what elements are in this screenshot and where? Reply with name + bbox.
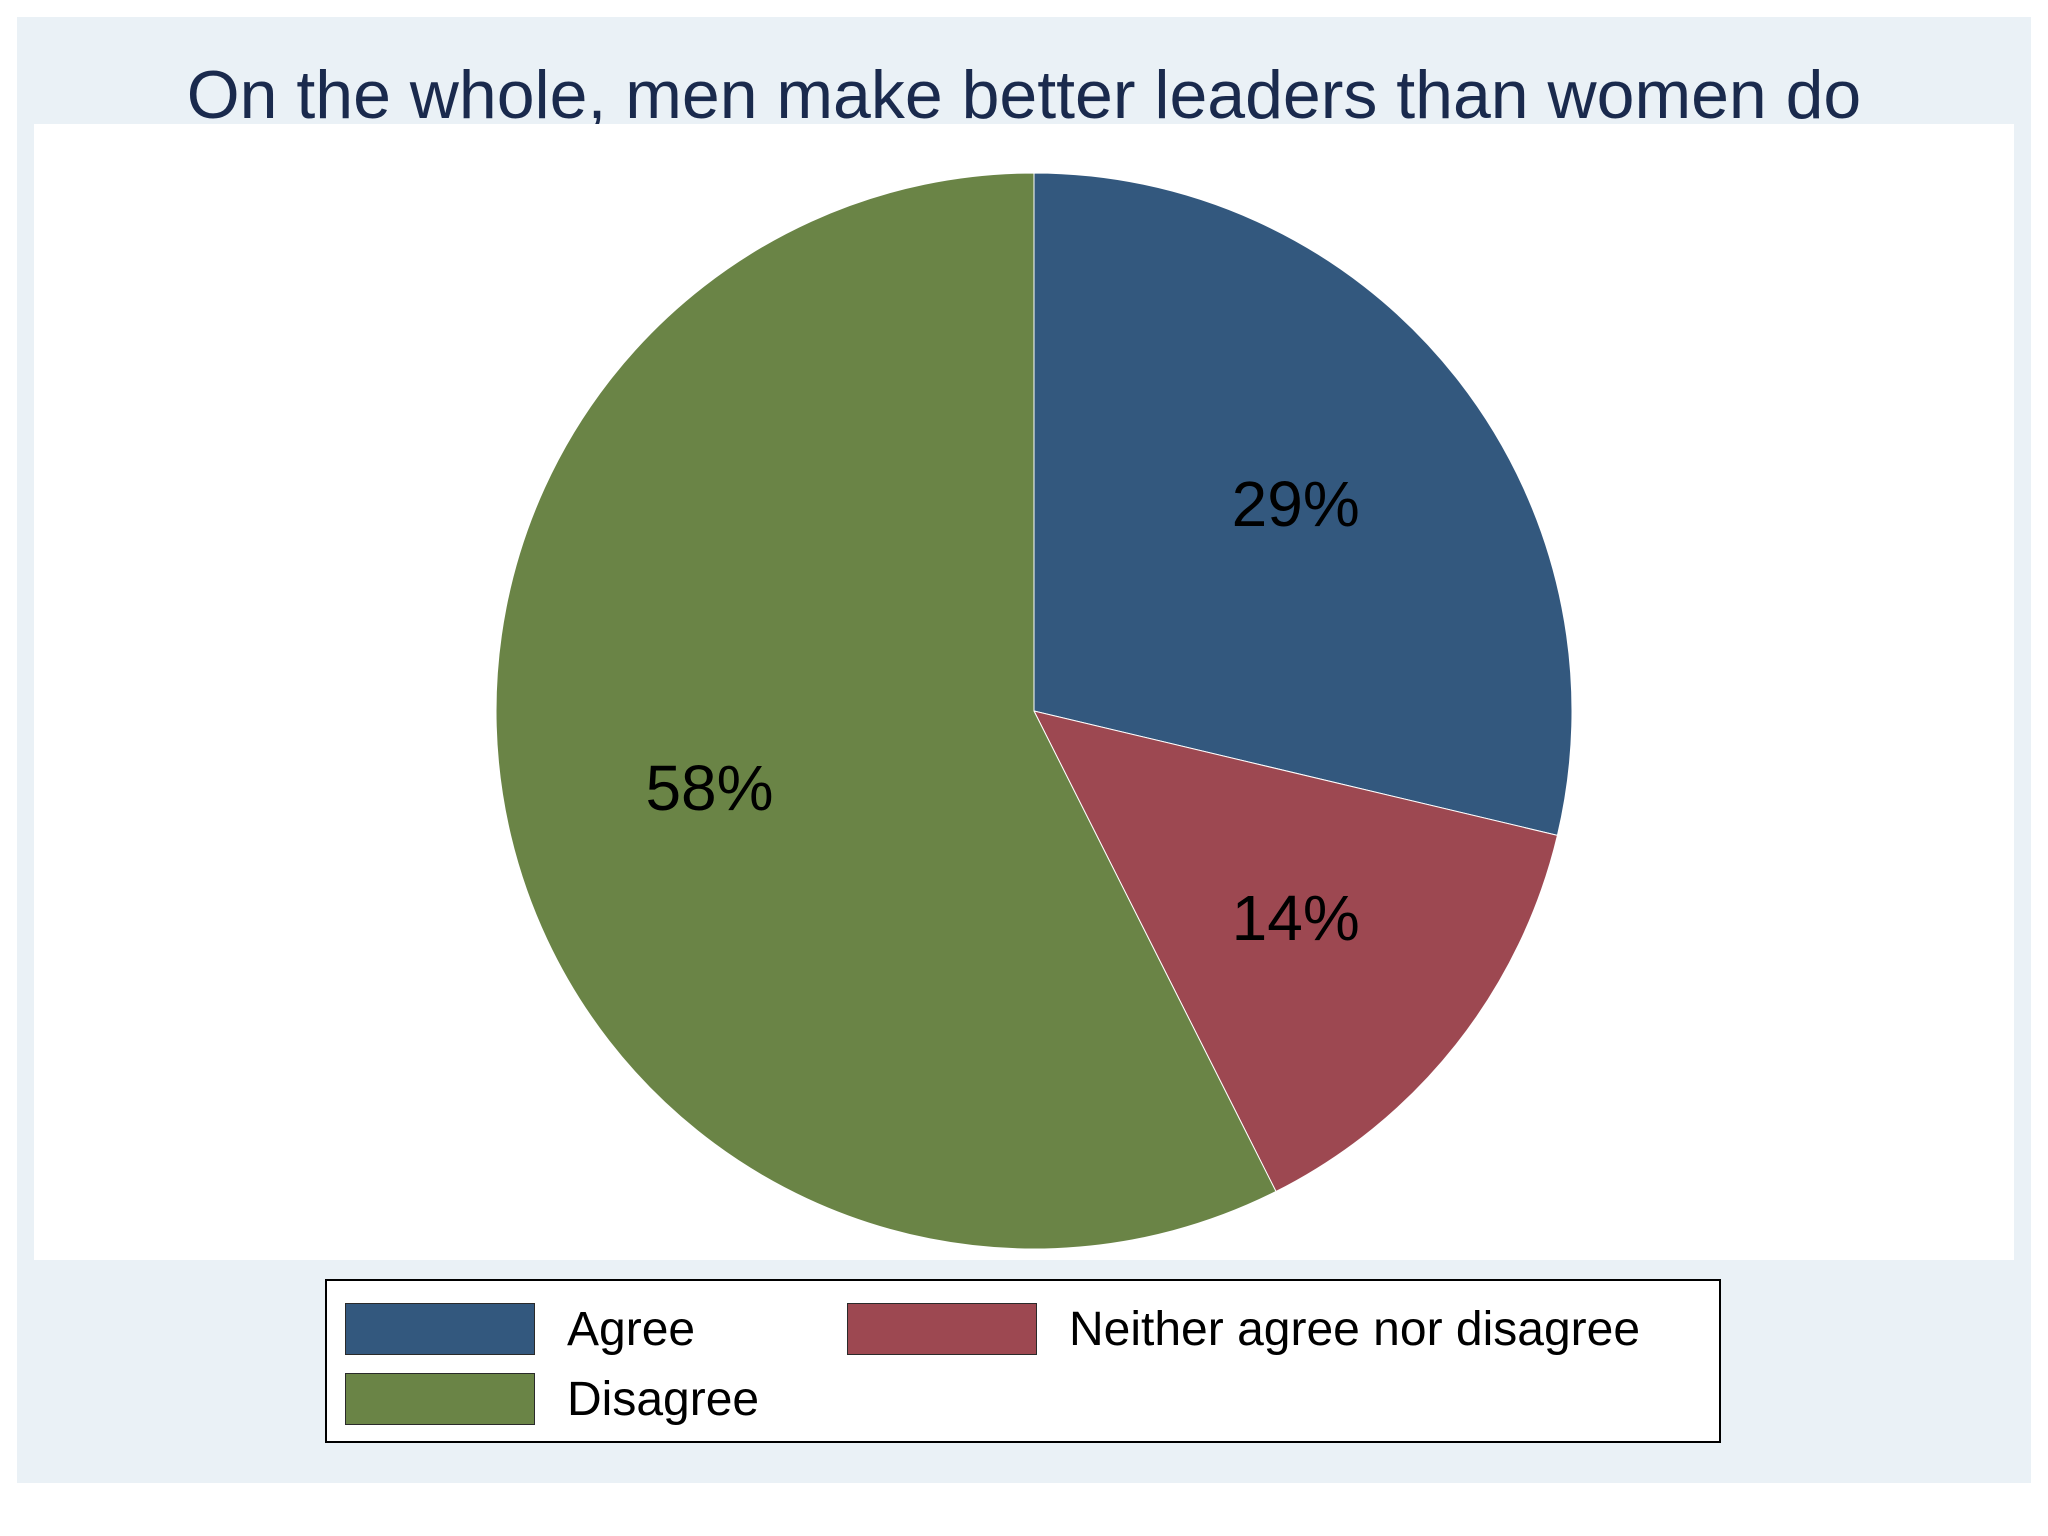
chart-title: On the whole, men make better leaders th… xyxy=(186,57,1862,133)
pie-slice-neither xyxy=(1033,710,1559,1193)
pie-slice-disagree xyxy=(495,172,1277,1250)
pie-label-neither: 14% xyxy=(1232,882,1360,954)
legend-swatch-neither xyxy=(847,1303,1037,1355)
legend-label-disagree: Disagree xyxy=(567,1372,760,1426)
legend: Agree Neither agree nor disagree Disagre… xyxy=(325,1279,1721,1443)
legend-label-agree: Agree xyxy=(567,1302,696,1356)
graph-region: On the whole, men make better leaders th… xyxy=(17,17,2031,1483)
legend-item-disagree: Disagree xyxy=(345,1372,760,1426)
pie-labels: 29% 14% 58% xyxy=(645,468,1359,954)
legend-swatch-disagree xyxy=(345,1373,535,1425)
legend-swatch-agree xyxy=(345,1303,535,1355)
pie-slices xyxy=(495,172,1573,1250)
legend-label-neither: Neither agree nor disagree xyxy=(1069,1302,1641,1356)
pie-label-agree: 29% xyxy=(1232,468,1360,540)
legend-item-agree: Agree xyxy=(345,1302,696,1356)
pie-slice-agree xyxy=(1033,172,1573,836)
plot-region: 29% 14% 58% xyxy=(34,124,2014,1260)
pie-chart: 29% 14% 58% xyxy=(495,172,1573,1250)
pie-label-disagree: 58% xyxy=(645,752,773,824)
legend-item-neither: Neither agree nor disagree xyxy=(847,1302,1641,1356)
